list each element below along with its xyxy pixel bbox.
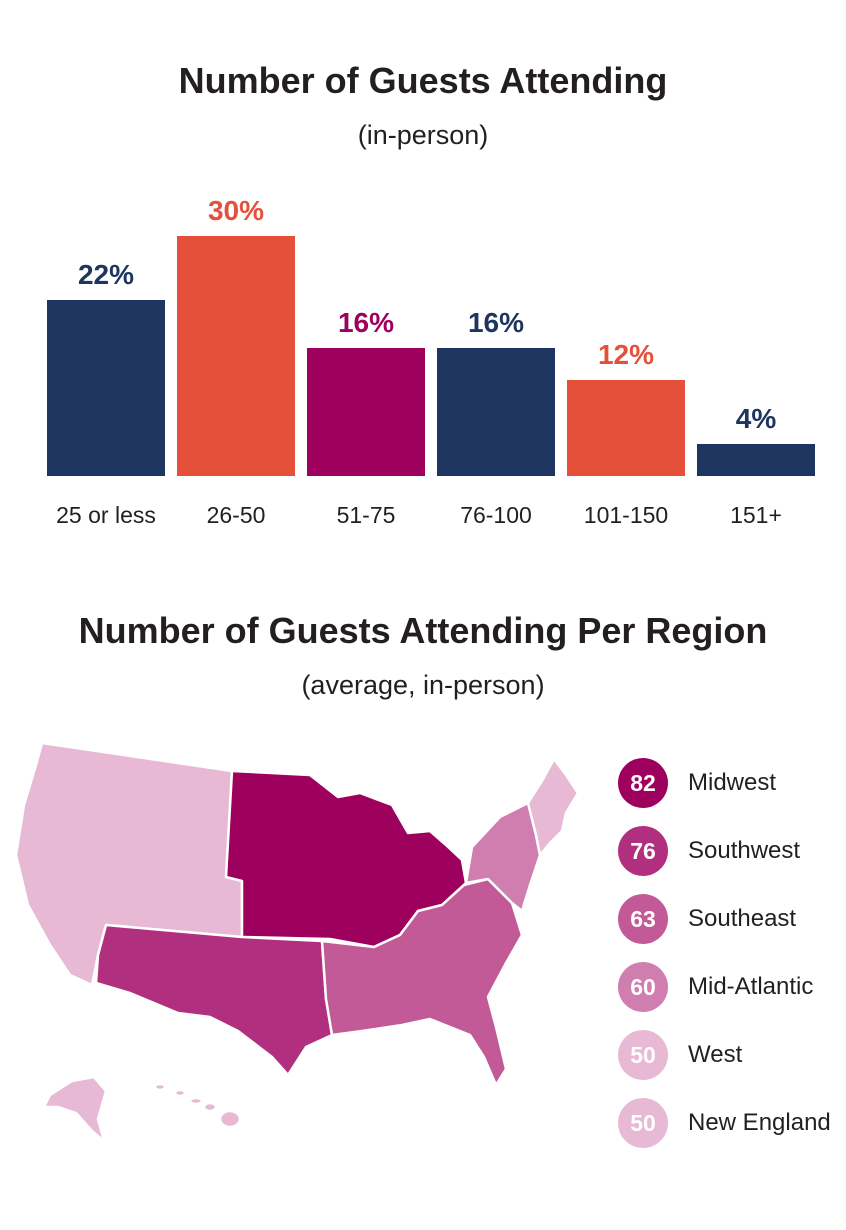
legend-value-badge: 76 [618, 826, 668, 876]
bar-category-label: 151+ [730, 502, 782, 528]
bar-category-label: 101-150 [584, 502, 668, 528]
legend-item-southeast: 63 Southeast [618, 893, 796, 945]
bar-value-label: 30% [208, 195, 264, 226]
legend-region-label: Southeast [688, 905, 797, 932]
bar-category-label: 51-75 [337, 502, 396, 528]
bar-chart-subtitle: (in-person) [357, 120, 489, 150]
legend-region-label: Southwest [688, 837, 801, 864]
bar-101-150 [567, 380, 685, 476]
bar-76-100 [437, 348, 555, 476]
bar-value-label: 12% [598, 339, 654, 370]
bar-category-label: 76-100 [460, 502, 532, 528]
legend-value-badge: 50 [618, 1098, 668, 1148]
bar-value-label: 16% [468, 307, 524, 338]
bar-chart-title: Number of Guests Attending [178, 60, 668, 101]
legend-region-label: New England [688, 1109, 831, 1136]
bar-value-label: 16% [338, 307, 394, 338]
bar-category-label: 26-50 [207, 502, 266, 528]
legend-region-label: Mid-Atlantic [688, 973, 814, 1000]
legend-item-new-england: 50 New England [618, 1097, 831, 1149]
map-chart-subtitle: (average, in-person) [301, 670, 545, 700]
legend-item-southwest: 76 Southwest [618, 825, 800, 877]
legend-value-badge: 82 [618, 758, 668, 808]
bar-151- [697, 444, 815, 476]
legend-item-midwest: 82 Midwest [618, 757, 776, 809]
map-region-southwest [94, 923, 334, 1077]
legend-value-badge: 50 [618, 1030, 668, 1080]
legend-region-label: Midwest [688, 769, 777, 796]
map-chart-title: Number of Guests Attending Per Region [78, 610, 768, 651]
map-region-southeast [320, 877, 524, 1087]
bar-category-label: 25 or less [56, 502, 156, 528]
map-region-new-england [526, 757, 580, 857]
bar-chart: 22% 25 or less 30% 26-50 16% 51-75 16% 76-100 12… [47, 195, 815, 528]
legend-value-badge: 63 [618, 894, 668, 944]
legend-item-mid-atlantic: 60 Mid-Atlantic [618, 961, 813, 1013]
legend-item-west: 50 West [618, 1029, 742, 1081]
bar-25-or-less [47, 300, 165, 476]
bar-51-75 [307, 348, 425, 476]
bar-value-label: 4% [736, 403, 777, 434]
bar-value-label: 22% [78, 259, 134, 290]
us-region-map [14, 741, 580, 1143]
legend-region-label: West [688, 1041, 743, 1068]
legend-value-badge: 60 [618, 962, 668, 1012]
map-region-hawaii [153, 1082, 242, 1129]
bar-26-50 [177, 236, 295, 476]
map-region-alaska [42, 1075, 108, 1143]
